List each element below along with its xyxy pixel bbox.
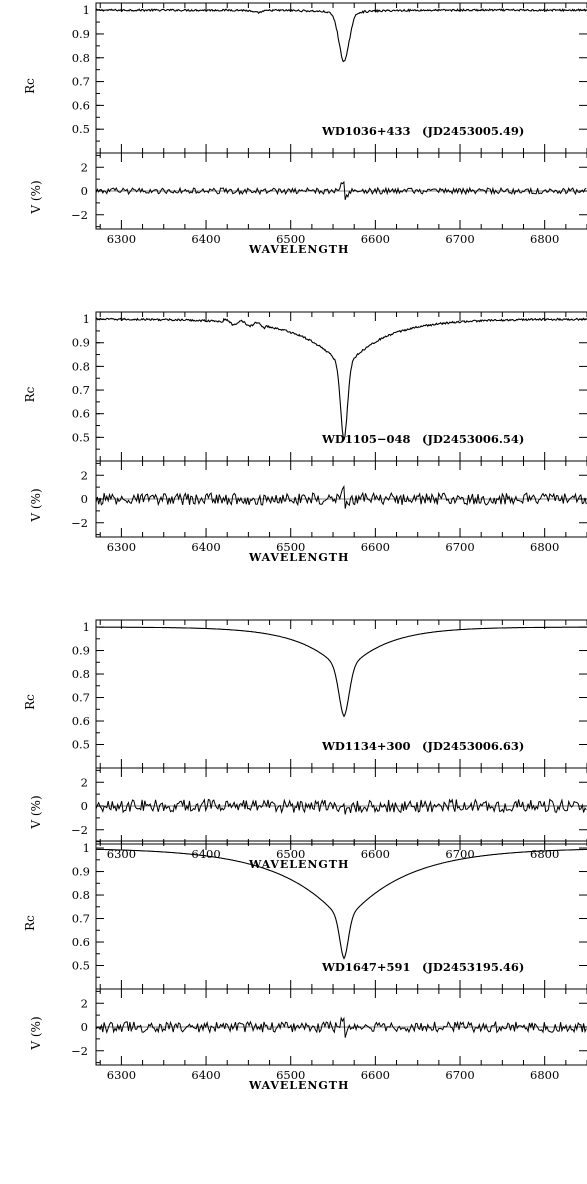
spectrum-line	[95, 317, 587, 441]
xlabel: WAVELENGTH	[248, 243, 349, 256]
ytick-label-top: 0.5	[72, 738, 90, 752]
ytick-label-top: 0.7	[72, 75, 90, 89]
xlabel: WAVELENGTH	[248, 858, 349, 871]
polarization-line	[95, 484, 587, 509]
ytick-label-bottom: 2	[81, 468, 88, 482]
spectrum-line	[95, 8, 587, 63]
ytick-label-bottom: −2	[71, 823, 88, 837]
epoch-label: (JD2453195.46)	[422, 960, 524, 974]
ytick-label-top: 1	[83, 3, 90, 17]
polarization-line	[95, 180, 587, 201]
ytick-label-bottom: −2	[71, 1044, 88, 1058]
xtick-label: 6600	[361, 540, 390, 554]
epoch-label: (JD2453006.63)	[422, 739, 524, 753]
ylabel-top: Rc	[23, 78, 37, 94]
ytick-label-bottom: 2	[81, 775, 88, 789]
xlabel: WAVELENGTH	[248, 1079, 349, 1092]
ytick-label-top: 0.6	[72, 98, 90, 112]
ytick-label-top: 0.7	[72, 912, 90, 926]
xlabel: WAVELENGTH	[248, 551, 349, 564]
panel-group-wd1134: 1 0.9 0.8 0.7 0.6 0.5 WD1134+300 (JD2453006.63)…	[23, 619, 587, 871]
xtick-label: 6800	[530, 540, 559, 554]
ytick-label-bottom: 2	[81, 160, 88, 174]
ytick-label-top: 1	[83, 841, 90, 855]
panel-group-wd1036: 1 0.9 0.8 0.7 0.6 0.5 WD1036+433 (JD2453005.49)…	[23, 2, 587, 256]
ytick-label-top: 0.8	[72, 51, 90, 65]
ytick-label-top: 0.8	[72, 359, 90, 373]
object-label: WD1647+591	[321, 960, 411, 974]
xtick-label: 6400	[191, 1068, 220, 1082]
xtick-label: 6600	[361, 847, 390, 861]
ytick-label-top: 0.9	[72, 27, 90, 41]
polarization-line	[95, 1016, 587, 1038]
ytick-label-top: 0.7	[72, 691, 90, 705]
xtick-label: 6300	[107, 1068, 136, 1082]
xtick-label: 6500	[276, 540, 305, 554]
xtick-label: 6700	[445, 1068, 474, 1082]
xtick-label: 6600	[361, 232, 390, 246]
ytick-label-top: 0.6	[72, 407, 90, 421]
ytick-label-top: 1	[83, 620, 90, 634]
epoch-label: (JD2453006.54)	[422, 432, 524, 446]
ytick-label-top: 0.9	[72, 644, 90, 658]
object-label: WD1105−048	[321, 432, 411, 446]
ytick-label-bottom: 0	[81, 799, 88, 813]
spectrum-line	[96, 626, 587, 718]
panel-group-wd1647: 1 0.9 0.8 0.7 0.6 0.5 WD1647+591 (JD2453195.46)…	[23, 840, 587, 1092]
ytick-label-top: 0.8	[72, 888, 90, 902]
spectrum-line	[95, 848, 587, 960]
object-label: WD1036+433	[321, 124, 411, 138]
ytick-label-top: 0.6	[72, 935, 90, 949]
ylabel-bottom: V (%)	[29, 488, 43, 522]
ylabel-bottom: V (%)	[29, 1016, 43, 1050]
ylabel-top: Rc	[23, 694, 37, 710]
ytick-label-top: 0.9	[72, 865, 90, 879]
ylabel-top: Rc	[23, 915, 37, 931]
ytick-label-top: 0.5	[72, 959, 90, 973]
xtick-label: 6700	[445, 232, 474, 246]
ytick-label-bottom: 0	[81, 1020, 88, 1034]
ytick-label-top: 0.6	[72, 714, 90, 728]
ytick-label-top: 0.5	[72, 122, 90, 136]
polarization-line	[95, 798, 587, 815]
ytick-label-bottom: −2	[71, 208, 88, 222]
ylabel-bottom: V (%)	[29, 795, 43, 829]
xtick-label: 6400	[191, 232, 220, 246]
ytick-label-top: 0.7	[72, 383, 90, 397]
xtick-label: 6400	[191, 540, 220, 554]
epoch-label: (JD2453005.49)	[422, 124, 524, 138]
ytick-label-top: 1	[83, 312, 90, 326]
ytick-label-bottom: 2	[81, 996, 88, 1010]
xtick-label: 6500	[276, 232, 305, 246]
xtick-label: 6800	[530, 232, 559, 246]
xtick-label: 6400	[191, 847, 220, 861]
ytick-label-top: 0.5	[72, 430, 90, 444]
xtick-label: 6600	[361, 1068, 390, 1082]
ytick-label-bottom: 0	[81, 492, 88, 506]
ytick-label-bottom: 0	[81, 184, 88, 198]
ytick-label-top: 0.8	[72, 667, 90, 681]
ylabel-top: Rc	[23, 386, 37, 402]
xtick-label: 6300	[107, 540, 136, 554]
ytick-label-top: 0.9	[72, 336, 90, 350]
xtick-label: 6500	[276, 1068, 305, 1082]
ytick-label-bottom: −2	[71, 516, 88, 530]
xtick-label: 6700	[445, 540, 474, 554]
xtick-label: 6500	[276, 847, 305, 861]
object-label: WD1134+300	[321, 739, 411, 753]
xtick-label: 6300	[107, 232, 136, 246]
panel-group-wd1105: 1 0.9 0.8 0.7 0.6 0.5 WD1105−048 (JD2453006.54)…	[23, 311, 587, 564]
xtick-label: 6800	[530, 1068, 559, 1082]
ylabel-bottom: V (%)	[29, 180, 43, 214]
